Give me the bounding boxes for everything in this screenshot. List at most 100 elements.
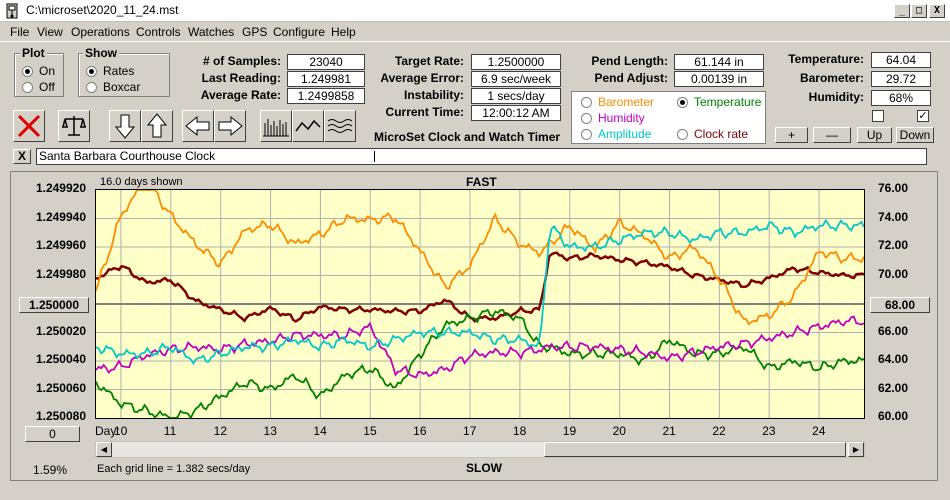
- plot-on-radio[interactable]: [22, 66, 33, 77]
- scroll-left-button[interactable]: ◀: [96, 442, 112, 457]
- up-arrow-button[interactable]: [141, 110, 173, 142]
- arrow-up-icon: [146, 113, 168, 138]
- plus-button[interactable]: +: [775, 127, 808, 143]
- noise-icon: [327, 119, 353, 133]
- left-tick-label: 1.249920: [35, 181, 86, 195]
- show-group-title: Show: [83, 46, 119, 60]
- right-tick-label: 74.00: [877, 209, 908, 224]
- menu-watches[interactable]: Watches: [188, 25, 235, 39]
- amplitude-radio[interactable]: [581, 129, 592, 140]
- menu-file[interactable]: File: [10, 25, 30, 39]
- current-time-label: Current Time:: [385, 105, 464, 119]
- plot-off-radio[interactable]: [22, 82, 33, 93]
- right-tick-label: 62.00: [877, 380, 908, 395]
- line-graph-button[interactable]: [292, 110, 324, 142]
- day-tick-label: 19: [562, 424, 577, 438]
- grid-note: Each grid line = 1.382 secs/day: [97, 463, 251, 475]
- target-rate-label: Target Rate:: [394, 54, 464, 68]
- amplitude-option: Amplitude: [598, 127, 652, 141]
- pend-length-label: Pend Length:: [591, 54, 668, 68]
- bars-icon: [263, 119, 289, 137]
- barometer-value: 29.72: [871, 71, 931, 87]
- graph-frame: [10, 171, 938, 481]
- balance-button[interactable]: [58, 110, 90, 142]
- right-tick-label: 64.00: [877, 352, 908, 366]
- plot-group-title: Plot: [20, 46, 47, 60]
- bar-graph-button[interactable]: [260, 110, 292, 142]
- day-tick-label: 13: [263, 424, 277, 438]
- pend-adjust-value: 0.00139 in: [674, 71, 764, 87]
- zero-button[interactable]: 0: [25, 426, 80, 442]
- pend-length-value: 61.144 in: [674, 54, 764, 70]
- horizontal-scrollbar[interactable]: ◀ ▶: [95, 441, 865, 458]
- menu-configure[interactable]: Configure: [273, 25, 326, 39]
- clockrate-series-line: [96, 251, 864, 324]
- minimize-button[interactable]: _: [894, 4, 910, 18]
- clock-name-text: Santa Barbara Courthouse Clock: [39, 149, 216, 163]
- stop-button[interactable]: [13, 110, 45, 142]
- right-tick-label: 72.00: [877, 238, 908, 252]
- menu-gps[interactable]: GPS: [242, 25, 268, 39]
- barometer-radio[interactable]: [581, 97, 592, 108]
- right-arrow-button[interactable]: [214, 110, 246, 142]
- right-tick-label: 60.00: [877, 409, 908, 423]
- day-tick-label: 10: [113, 424, 128, 438]
- left-arrow-button[interactable]: [182, 110, 214, 142]
- temperature-value: 64.04: [871, 52, 931, 68]
- right-tick-label: 70.00: [877, 266, 908, 281]
- days-shown: 16.0 days shown: [100, 176, 183, 188]
- fast-label: FAST: [466, 175, 497, 189]
- humidity-series-line: [96, 315, 864, 379]
- amplitude-series-line: [96, 218, 864, 366]
- maximize-button[interactable]: □: [911, 4, 927, 18]
- menu-view[interactable]: View: [37, 25, 63, 39]
- scroll-right-button[interactable]: ▶: [848, 442, 864, 457]
- down-arrow-button[interactable]: [109, 110, 141, 142]
- noise-graph-button[interactable]: [324, 110, 356, 142]
- right-center-value[interactable]: 68.00: [870, 297, 930, 313]
- left-tick-label: 1.249960: [35, 238, 86, 252]
- app-icon: [6, 3, 18, 19]
- arrow-left-icon: [185, 115, 210, 137]
- right-tick-label: 76.00: [877, 181, 908, 195]
- show-boxcar-label: Boxcar: [103, 80, 141, 94]
- last-reading-value: 1.249981: [287, 71, 365, 87]
- current-time-value: 12:00:12 AM: [471, 105, 561, 121]
- temperature-series-line: [96, 308, 864, 418]
- menu-controls[interactable]: Controls: [136, 25, 181, 39]
- clockrate-radio[interactable]: [677, 129, 688, 140]
- pend-adjust-label: Pend Adjust:: [594, 71, 668, 85]
- day-tick-label: 16: [413, 424, 427, 438]
- show-boxcar-radio[interactable]: [86, 82, 97, 93]
- instability-value: 1 secs/day: [471, 88, 561, 104]
- right-tick-label: 66.00: [877, 323, 908, 338]
- temperature-radio[interactable]: [677, 97, 688, 108]
- slow-label: SLOW: [466, 461, 502, 475]
- day-tick-label: 23: [762, 424, 776, 438]
- day-tick-label: 24: [812, 424, 826, 438]
- day-tick-label: 14: [313, 424, 327, 438]
- clock-name-field[interactable]: Santa Barbara Courthouse Clock: [36, 148, 927, 165]
- text-cursor: [374, 151, 375, 162]
- show-rates-radio[interactable]: [86, 66, 97, 77]
- down-button[interactable]: Down: [896, 127, 934, 143]
- arrow-down-icon: [114, 114, 136, 139]
- humidity-radio[interactable]: [581, 113, 592, 124]
- scales-icon: [62, 116, 86, 136]
- close-window-button[interactable]: X: [929, 4, 945, 18]
- red-x-icon: [17, 114, 41, 138]
- clear-clock-button[interactable]: X: [13, 149, 31, 164]
- humidity-checkbox[interactable]: ✓: [917, 110, 929, 122]
- title-bar: C:\microset\2020_11_24.mst _ □ X: [0, 0, 950, 22]
- minus-button[interactable]: —: [813, 127, 851, 143]
- menu-help[interactable]: Help: [331, 25, 356, 39]
- left-center-value[interactable]: 1.250000: [19, 297, 89, 313]
- up-button[interactable]: Up: [857, 127, 892, 143]
- temp-checkbox[interactable]: [872, 110, 884, 122]
- left-tick-label: 1.249980: [35, 266, 86, 281]
- scroll-thumb[interactable]: [544, 442, 846, 457]
- clockrate-option: Clock rate: [694, 127, 749, 141]
- menu-operations[interactable]: Operations: [71, 25, 130, 39]
- show-rates-label: Rates: [103, 64, 135, 78]
- day-tick-label: 12: [213, 424, 228, 438]
